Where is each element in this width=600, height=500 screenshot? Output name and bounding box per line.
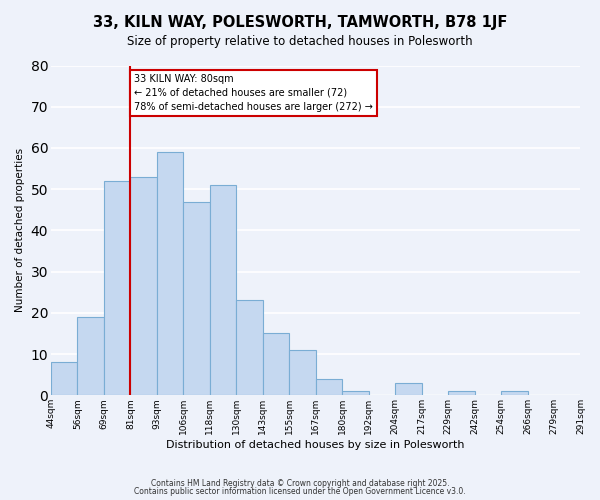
Bar — [157, 152, 184, 396]
Bar — [210, 185, 236, 396]
Text: Contains public sector information licensed under the Open Government Licence v3: Contains public sector information licen… — [134, 487, 466, 496]
Bar — [501, 391, 527, 396]
Bar — [342, 391, 368, 396]
Text: 33, KILN WAY, POLESWORTH, TAMWORTH, B78 1JF: 33, KILN WAY, POLESWORTH, TAMWORTH, B78 … — [93, 15, 507, 30]
Bar — [130, 177, 157, 396]
Bar — [51, 362, 77, 396]
Bar — [77, 317, 104, 396]
Bar — [289, 350, 316, 396]
Text: Contains HM Land Registry data © Crown copyright and database right 2025.: Contains HM Land Registry data © Crown c… — [151, 478, 449, 488]
Bar — [448, 391, 475, 396]
Bar — [316, 379, 342, 396]
Text: Size of property relative to detached houses in Polesworth: Size of property relative to detached ho… — [127, 35, 473, 48]
X-axis label: Distribution of detached houses by size in Polesworth: Distribution of detached houses by size … — [166, 440, 465, 450]
Bar — [104, 181, 130, 396]
Text: 33 KILN WAY: 80sqm
← 21% of detached houses are smaller (72)
78% of semi-detache: 33 KILN WAY: 80sqm ← 21% of detached hou… — [134, 74, 373, 112]
Y-axis label: Number of detached properties: Number of detached properties — [15, 148, 25, 312]
Bar — [236, 300, 263, 396]
Bar — [263, 334, 289, 396]
Bar — [395, 383, 422, 396]
Bar — [184, 202, 210, 396]
